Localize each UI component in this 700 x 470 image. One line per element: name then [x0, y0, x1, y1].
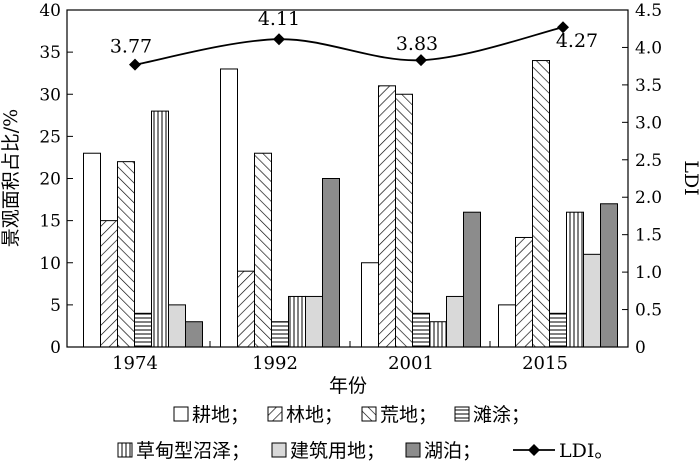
bar-林地-2015 [515, 236, 533, 348]
y-tick-label: 0 [50, 338, 61, 358]
bar-滩涂-2015 [549, 312, 567, 348]
y-tick-label: 25 [39, 127, 61, 147]
bar-耕地-1992 [220, 68, 238, 348]
ldi-point-2015 [557, 21, 569, 34]
bar-林地-1992 [237, 270, 255, 348]
ldi-line [134, 26, 564, 66]
legend-label-LDI: LDI。 [559, 440, 613, 462]
ldi-value-label-1992: 4.11 [258, 8, 300, 30]
x-axis-title: 年份 [329, 375, 367, 397]
legend-swatch-ldi-marker [528, 444, 540, 456]
y-tick-label: 5 [50, 296, 61, 316]
y-right-tick-label: 4.0 [635, 38, 662, 58]
legend-label-湖泊: 湖泊； [424, 440, 481, 462]
bar-建筑用地-1992 [305, 295, 323, 348]
legend-label-林地: 林地； [286, 404, 343, 426]
bar-草甸型沼泽-1974 [151, 110, 169, 348]
bar-湖泊-2015 [600, 203, 618, 348]
bar-湖泊-2001 [463, 211, 481, 348]
bar-耕地-1974 [83, 152, 101, 348]
y-tick-label: 30 [39, 85, 61, 105]
legend-label-荒地: 荒地； [380, 404, 437, 426]
legend-swatch-荒地 [361, 406, 377, 422]
y-right-tick-label: 2.0 [635, 188, 662, 208]
y-right-tick-label: 0 [635, 338, 646, 358]
bar-林地-2001 [378, 85, 396, 348]
y-tick-label: 15 [39, 212, 61, 232]
bar-建筑用地-2001 [446, 295, 464, 348]
bar-滩涂-1992 [271, 321, 289, 348]
legend-label-建筑用地: 建筑用地； [290, 440, 385, 462]
bar-耕地-2001 [361, 262, 379, 348]
ldi-value-label-2001: 3.83 [396, 33, 438, 55]
y-right-tick-label: 4.5 [635, 1, 662, 21]
ldi-point-1974 [129, 58, 141, 71]
bar-湖泊-1974 [185, 321, 203, 348]
ldi-point-2001 [415, 54, 427, 67]
y-right-tick-label: 3.0 [635, 113, 662, 133]
bar-湖泊-1992 [322, 178, 340, 348]
legend-label-草甸型沼泽: 草甸型沼泽； [136, 440, 250, 462]
y-tick-label: 20 [39, 170, 61, 190]
bar-草甸型沼泽-2015 [566, 211, 584, 348]
bar-草甸型沼泽-2001 [429, 321, 447, 348]
x-tick-label: 1992 [252, 353, 298, 374]
y-right-tick-label: 1.5 [635, 226, 662, 246]
bar-建筑用地-1974 [168, 304, 186, 348]
ldi-line-layer: 3.77 4.11 3.83 4.27 [110, 8, 598, 71]
bar-滩涂-1974 [134, 312, 152, 348]
ldi-point-1992 [273, 33, 285, 46]
bar-荒地-2001 [395, 93, 413, 348]
y-right-tick-label: 1.0 [635, 263, 662, 283]
legend-swatch-滩涂 [454, 406, 470, 422]
bar-滩涂-2001 [412, 312, 430, 348]
bar-草甸型沼泽-1992 [288, 295, 306, 348]
y-axis-title: 景观面积占比/% [0, 109, 22, 247]
bar-荒地-2015 [532, 60, 550, 348]
y-tick-label: 10 [39, 254, 61, 274]
bar-荒地-1992 [254, 152, 272, 348]
x-tick-label: 2001 [388, 353, 434, 374]
y-tick-label: 35 [39, 43, 61, 63]
y-right-tick-label: 0.5 [635, 301, 662, 321]
bar-建筑用地-2015 [583, 253, 601, 348]
bar-林地-1974 [100, 220, 118, 348]
legend-swatch-建筑用地 [271, 442, 287, 458]
y-tick-label: 40 [39, 1, 61, 21]
x-tick-label: 2015 [522, 353, 568, 374]
legend-label-耕地: 耕地； [192, 404, 249, 426]
bar-耕地-2015 [498, 304, 516, 348]
legend-swatch-耕地 [173, 406, 189, 422]
ldi-value-label-2015: 4.27 [556, 30, 598, 52]
y-right-tick-label: 3.5 [635, 76, 662, 96]
ldi-value-label-1974: 3.77 [110, 36, 152, 58]
bars-layer [83, 60, 618, 348]
x-tick-label: 1974 [112, 353, 158, 374]
legend: 耕地； 林地； 荒地； 滩涂； 草甸型沼泽； 建筑用地； 湖泊； LDI。 [117, 404, 613, 462]
axes-layer: 0 5 10 15 20 25 30 35 40 0 0.5 1.0 1.5 2.0 2.5 3.0 3.5 4.… [39, 1, 662, 374]
legend-swatch-湖泊 [405, 442, 421, 458]
legend-swatch-草甸型沼泽 [117, 442, 133, 458]
legend-swatch-林地 [267, 406, 283, 422]
bar-荒地-1974 [117, 161, 135, 348]
legend-label-滩涂: 滩涂； [473, 404, 530, 426]
y-right-tick-label: 2.5 [635, 151, 662, 171]
y-axis-right-title: LDI [680, 160, 700, 195]
